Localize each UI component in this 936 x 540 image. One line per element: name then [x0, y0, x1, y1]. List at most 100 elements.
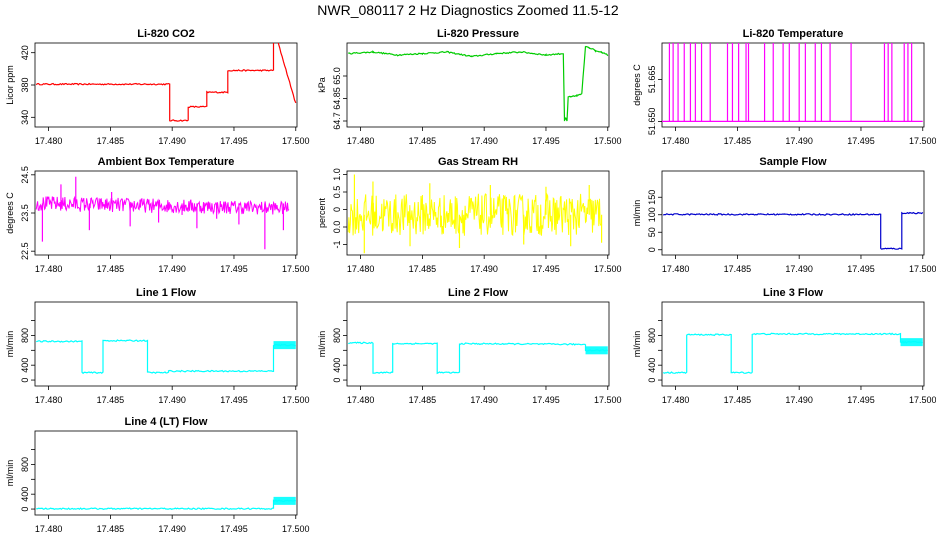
y-tick-label: 24.5 — [20, 166, 30, 184]
noise-band — [273, 496, 296, 505]
y-axis-label: ml/min — [5, 460, 15, 487]
x-tick-label: 17.500 — [909, 264, 936, 274]
y-tick-label: 800 — [20, 457, 30, 472]
y-tick-label: 0 — [332, 207, 342, 212]
x-tick-label: 17.495 — [847, 264, 875, 274]
y-tick-label: 400 — [332, 358, 342, 373]
series-line — [348, 341, 608, 375]
x-tick-label: 17.485 — [97, 264, 125, 274]
y-tick-label: 0.5 — [332, 186, 342, 199]
panel-title: Line 1 Flow — [136, 287, 196, 299]
panel-line2: Line 2 Flow 17.480 17.485 17.490 17.495 17.50… — [317, 287, 622, 405]
x-tick-label: 17.500 — [909, 395, 936, 405]
plot-frame — [661, 301, 925, 387]
x-tick-label: 17.485 — [409, 136, 437, 146]
y-axis-label: Licor ppm — [5, 65, 15, 105]
y-tick-label: 51.650 — [647, 108, 657, 136]
panel-title: Li-820 Temperature — [743, 28, 844, 40]
x-tick-label: 17.490 — [158, 264, 186, 274]
panel-co2: Li-820 CO2 17.480 17.485 17.490 17.495 17.500… — [5, 28, 310, 146]
x-tick-label: 17.485 — [724, 264, 752, 274]
y-axis-label: kPa — [317, 77, 327, 93]
plot-frame — [34, 301, 298, 387]
y-tick-label: 420 — [20, 45, 30, 60]
x-tick-label: 17.500 — [909, 136, 936, 146]
series-rh — [347, 174, 603, 254]
x-tick-label: 17.490 — [470, 264, 498, 274]
y-tick-label: 150 — [647, 190, 657, 205]
x-tick-label: 17.495 — [532, 264, 560, 274]
panel-pressure: Li-820 Pressure 17.480 17.485 17.490 17.495 1… — [317, 28, 622, 146]
x-tick-label: 17.490 — [470, 395, 498, 405]
x-tick-label: 17.490 — [785, 264, 813, 274]
x-tick-label: 17.490 — [470, 136, 498, 146]
plot-frame — [346, 170, 610, 256]
noise-band — [585, 346, 608, 355]
panel-title: Gas Stream RH — [438, 156, 518, 168]
x-tick-label: 17.480 — [347, 136, 375, 146]
figure-title: NWR_080117 2 Hz Diagnostics Zoomed 11.5-… — [317, 2, 619, 18]
series-line — [36, 339, 296, 375]
panel-temperature: Li-820 Temperature 17.480 17.485 17.490 17.4… — [632, 28, 936, 146]
x-tick-label: 17.485 — [97, 136, 125, 146]
panel-line3: Line 3 Flow 17.480 17.485 17.490 17.495 17.50… — [632, 287, 936, 405]
series-ambient — [35, 176, 290, 250]
plot-frame — [346, 301, 610, 387]
series-band — [35, 195, 290, 215]
x-tick-label: 17.480 — [35, 395, 63, 405]
y-tick-label: 400 — [20, 358, 30, 373]
x-tick-label: 17.485 — [409, 395, 437, 405]
x-tick-label: 17.500 — [594, 136, 622, 146]
x-tick-label: 17.490 — [158, 136, 186, 146]
x-tick-label: 17.480 — [35, 524, 63, 534]
series-line3 — [662, 332, 923, 374]
series-line1 — [36, 339, 296, 375]
series-co2 — [35, 43, 297, 122]
y-tick-label: 0 — [647, 247, 657, 252]
x-tick-label: 17.480 — [347, 395, 375, 405]
y-tick-label: 400 — [647, 358, 657, 373]
series-band — [347, 192, 602, 237]
panel-title: Line 2 Flow — [448, 287, 508, 299]
x-tick-label: 17.500 — [594, 395, 622, 405]
series-line4 — [36, 496, 297, 511]
noise-band — [900, 338, 923, 347]
series-line — [663, 211, 924, 250]
y-axis-label: ml/min — [632, 331, 642, 358]
series-temperature — [662, 43, 923, 123]
panel-rh: Gas Stream RH 17.480 17.485 17.490 17.495 17.… — [317, 156, 622, 274]
series-sample — [663, 211, 924, 250]
x-tick-label: 17.480 — [35, 264, 63, 274]
x-tick-label: 17.490 — [785, 395, 813, 405]
x-tick-label: 17.485 — [724, 395, 752, 405]
y-tick-label: 380 — [20, 77, 30, 92]
plot-frame — [346, 42, 610, 128]
y-tick-label: 340 — [20, 110, 30, 125]
series-line — [36, 499, 297, 511]
y-axis-label: ml/min — [632, 200, 642, 227]
y-tick-label: -1 — [332, 240, 342, 248]
x-tick-label: 17.500 — [282, 395, 310, 405]
panel-title: Sample Flow — [759, 156, 827, 168]
plot-frame — [661, 170, 925, 256]
panel-line1: Line 1 Flow 17.480 17.485 17.490 17.495 17.50… — [5, 287, 310, 405]
series-line — [35, 43, 297, 122]
x-tick-label: 17.495 — [847, 136, 875, 146]
x-tick-label: 17.495 — [847, 395, 875, 405]
y-tick-label: 23.5 — [20, 204, 30, 222]
y-tick-label: 800 — [332, 328, 342, 343]
x-tick-label: 17.485 — [97, 395, 125, 405]
y-tick-label: 800 — [647, 328, 657, 343]
series-pressure — [348, 45, 609, 122]
y-tick-label: 0 — [20, 507, 30, 512]
x-tick-label: 17.480 — [662, 395, 690, 405]
y-tick-label: 22.5 — [20, 242, 30, 260]
y-tick-label: 0 — [647, 378, 657, 383]
x-tick-label: 17.480 — [347, 264, 375, 274]
x-tick-label: 17.495 — [220, 136, 248, 146]
panel-ambient: Ambient Box Temperature 17.480 17.485 17.49… — [5, 156, 310, 274]
x-tick-label: 17.495 — [220, 395, 248, 405]
plot-frame — [34, 42, 298, 128]
x-tick-label: 17.500 — [282, 264, 310, 274]
panel-sample: Sample Flow 17.480 17.485 17.490 17.495 17.50… — [632, 156, 936, 274]
